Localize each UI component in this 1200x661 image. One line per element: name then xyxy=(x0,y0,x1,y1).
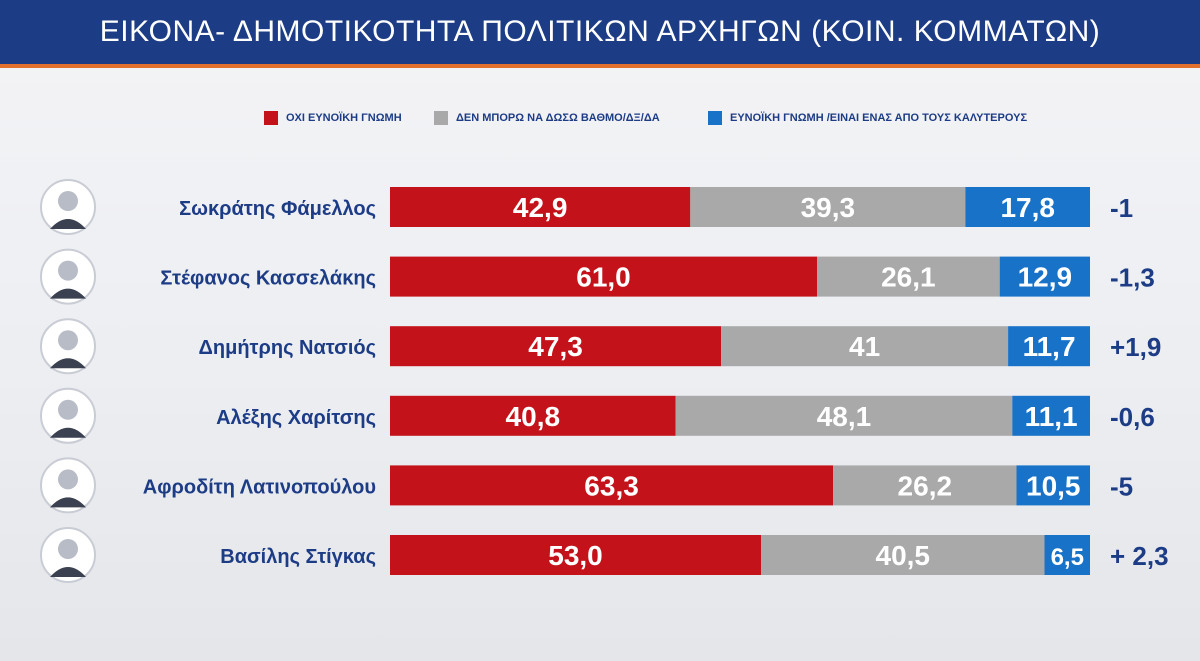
bar-value-label: 42,9 xyxy=(513,192,568,223)
legend-swatch-favorable xyxy=(708,111,722,125)
bar-segment-unfavorable xyxy=(390,395,676,436)
bar-value-label: 12,9 xyxy=(1018,262,1073,293)
bar-segment-neutral xyxy=(675,395,1013,436)
bar-segment-unfavorable xyxy=(390,465,834,506)
leader-name: Αφροδίτη Λατινοπούλου xyxy=(143,476,376,498)
bar-segment-neutral xyxy=(721,326,1009,367)
bar-segment-neutral xyxy=(690,187,966,227)
avatar-head-icon xyxy=(58,399,78,420)
bar-segment-unfavorable xyxy=(390,326,722,367)
bar-value-label: 26,2 xyxy=(898,470,953,501)
bar-segment-neutral xyxy=(761,535,1045,575)
leader-name: Βασίλης Στίγκας xyxy=(220,546,376,568)
legend-label-unfavorable: ΟΧΙ ΕΥΝΟΪΚΗ ΓΝΩΜΗ xyxy=(286,112,402,124)
leader-name: Σωκράτης Φάμελλος xyxy=(179,198,376,220)
bar-value-label: 41 xyxy=(849,331,880,362)
bar-segment-favorable xyxy=(1012,395,1090,436)
bar-value-label: 10,5 xyxy=(1026,470,1081,501)
avatar-head-icon xyxy=(58,330,78,351)
avatar-body-icon xyxy=(50,497,86,508)
avatar-body-icon xyxy=(50,427,86,438)
page-title: ΕΙΚΟΝΑ- ΔΗΜΟΤΙΚΟΤΗΤΑ ΠΟΛΙΤΙΚΩΝ ΑΡΧΗΓΩΝ (… xyxy=(99,15,1101,48)
leader-name: Δημήτρης Νατσιός xyxy=(199,337,376,359)
bar-segment-neutral xyxy=(833,465,1017,506)
bar-value-label: 17,8 xyxy=(1000,192,1055,223)
legend-label-favorable: ΕΥΝΟΪΚΗ ΓΝΩΜΗ /ΕΙΝΑΙ ΕΝΑΣ ΑΠΟ ΤΟΥΣ ΚΑΛΥΤ… xyxy=(730,112,1028,124)
bar-segment-favorable xyxy=(999,256,1090,297)
bar-value-label: 48,1 xyxy=(817,401,872,432)
bar-value-label: 61,0 xyxy=(576,262,631,293)
leader-name: Στέφανος Κασσελάκης xyxy=(160,268,376,290)
change-value: -0,6 xyxy=(1110,402,1155,432)
bar-segment-favorable xyxy=(1044,535,1090,575)
change-value: + 2,3 xyxy=(1110,541,1169,571)
bar-value-label: 47,3 xyxy=(528,331,583,362)
header-bar: ΕΙΚΟΝΑ- ΔΗΜΟΤΙΚΟΤΗΤΑ ΠΟΛΙΤΙΚΩΝ ΑΡΧΗΓΩΝ (… xyxy=(0,0,1200,68)
bar-value-label: 11,7 xyxy=(1023,331,1076,362)
avatar-head-icon xyxy=(58,191,78,211)
bar-segment-unfavorable xyxy=(390,535,761,575)
bar-value-label: 6,5 xyxy=(1051,544,1084,571)
avatar-body-icon xyxy=(50,288,86,299)
avatar-body-icon xyxy=(50,358,86,369)
avatar-head-icon xyxy=(58,539,78,559)
change-value: -5 xyxy=(1110,471,1133,501)
legend-label-neutral: ΔΕΝ ΜΠΟΡΩ ΝΑ ΔΩΣΩ ΒΑΘΜΟ/ΔΞ/ΔΑ xyxy=(456,112,660,124)
bar-value-label: 63,3 xyxy=(584,470,639,501)
legend-swatch-neutral xyxy=(434,111,448,125)
bar-segment-favorable xyxy=(1008,326,1090,367)
legend-swatch-unfavorable xyxy=(264,111,278,125)
change-value: -1 xyxy=(1110,193,1133,223)
bar-segment-unfavorable xyxy=(390,187,691,227)
bar-value-label: 39,3 xyxy=(801,192,856,223)
bar-value-label: 11,1 xyxy=(1025,401,1078,432)
avatar-body-icon xyxy=(50,219,86,229)
avatar-head-icon xyxy=(58,260,78,281)
change-value: +1,9 xyxy=(1110,332,1161,362)
bar-value-label: 40,8 xyxy=(506,401,561,432)
bar-segment-neutral xyxy=(817,256,1000,297)
bar-value-label: 53,0 xyxy=(548,540,603,571)
bar-segment-unfavorable xyxy=(390,256,817,297)
avatar-head-icon xyxy=(58,469,78,490)
bar-value-label: 26,1 xyxy=(881,262,936,293)
change-value: -1,3 xyxy=(1110,263,1155,293)
bar-segment-favorable xyxy=(965,187,1090,227)
bar-segment-favorable xyxy=(1016,465,1090,506)
avatar-body-icon xyxy=(50,567,86,577)
bar-value-label: 40,5 xyxy=(876,540,931,571)
leader-name: Αλέξης Χαρίτσης xyxy=(216,407,376,429)
